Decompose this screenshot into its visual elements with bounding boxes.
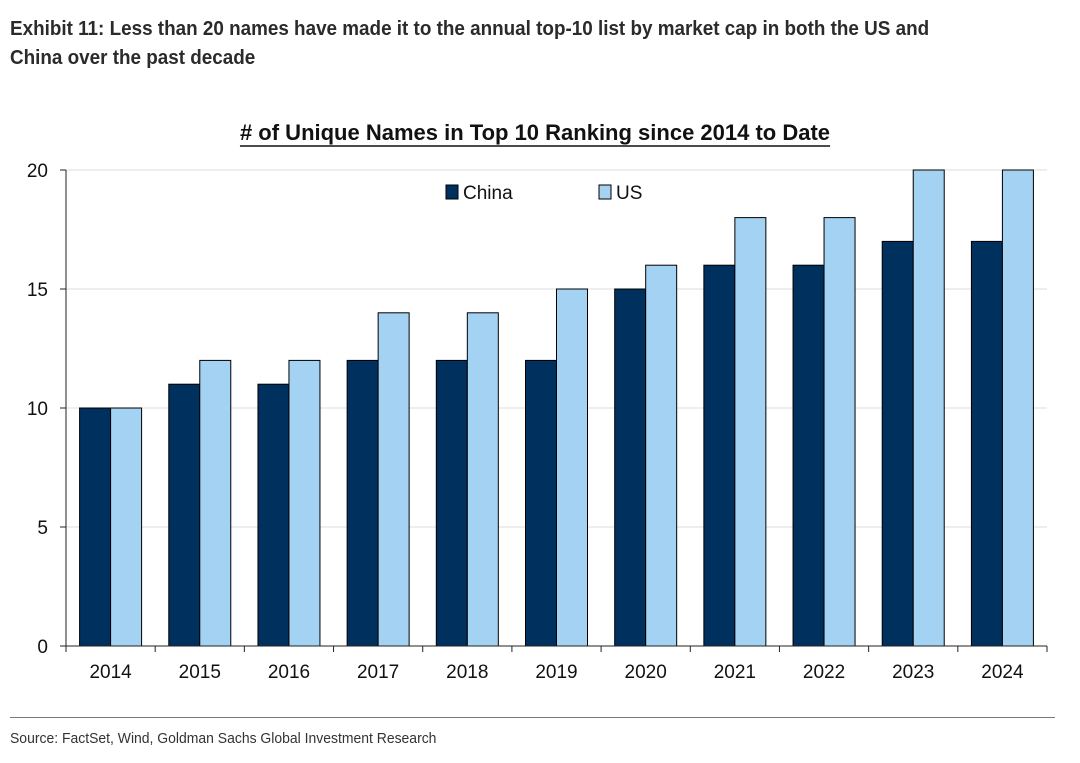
- exhibit-title: Exhibit 11: Less than 20 names have made…: [10, 17, 930, 69]
- y-tick-label: 5: [37, 518, 48, 539]
- bar-us-2019: [556, 288, 588, 647]
- x-tick-label: 2022: [803, 662, 845, 683]
- axes: 0 5 10 15 20 2014 2015 2016 2017 2018 2019 2020 2021…: [27, 161, 1048, 683]
- bar-china-2019: [525, 359, 557, 647]
- bar-us-2021: [734, 217, 767, 647]
- x-tick-label: 2019: [535, 662, 577, 683]
- bar-us-2016: [288, 359, 321, 647]
- bar-china-2021: [703, 264, 736, 647]
- legend-swatch-us: [598, 184, 612, 200]
- source-note: Source: FactSet, Wind, Goldman Sachs Glo…: [10, 730, 437, 747]
- bar-china-2024: [970, 240, 1003, 647]
- x-tick-label: 2014: [89, 662, 132, 683]
- x-tick-label: 2016: [268, 662, 310, 683]
- bar-china-2014: [79, 407, 112, 647]
- bar-us-2015: [199, 359, 232, 647]
- bar-us-2018: [466, 312, 499, 647]
- x-tick-label: 2023: [892, 662, 934, 683]
- bar-us-2023: [912, 169, 945, 647]
- y-tick-label: 20: [27, 161, 48, 182]
- bar-china-2023: [881, 240, 914, 647]
- chart-title: # of Unique Names in Top 10 Ranking sinc…: [240, 120, 830, 145]
- y-tick-label: 10: [27, 399, 48, 420]
- x-tick-label: 2017: [357, 662, 399, 683]
- bar-china-2020: [614, 288, 647, 647]
- bars: [79, 169, 1034, 647]
- x-tick-label: 2021: [714, 662, 756, 683]
- x-tick-label: 2024: [981, 662, 1024, 683]
- bar-china-2018: [435, 359, 468, 647]
- bar-chart: 0 5 10 15 20 2014 2015 2016 2017 2018 2019 2020 2021…: [27, 120, 1048, 683]
- y-tick-label: 15: [27, 280, 48, 301]
- bar-us-2017: [377, 312, 410, 647]
- x-tick-label: 2015: [179, 662, 221, 683]
- x-tick-label: 2018: [446, 662, 488, 683]
- bar-china-2015: [168, 383, 201, 647]
- bar-china-2022: [792, 264, 825, 647]
- bar-china-2016: [257, 383, 290, 647]
- legend: China US: [445, 183, 642, 204]
- bar-us-2020: [645, 264, 678, 647]
- legend-label-us: US: [616, 183, 642, 204]
- x-tick-label: 2020: [625, 662, 667, 683]
- legend-swatch-china: [445, 184, 459, 200]
- bar-us-2014: [110, 407, 143, 647]
- bar-us-2024: [1001, 169, 1034, 647]
- y-tick-label: 0: [37, 637, 48, 658]
- source-divider: [10, 717, 1055, 718]
- legend-label-china: China: [463, 183, 513, 204]
- bar-us-2022: [823, 217, 856, 647]
- bar-china-2017: [346, 359, 379, 647]
